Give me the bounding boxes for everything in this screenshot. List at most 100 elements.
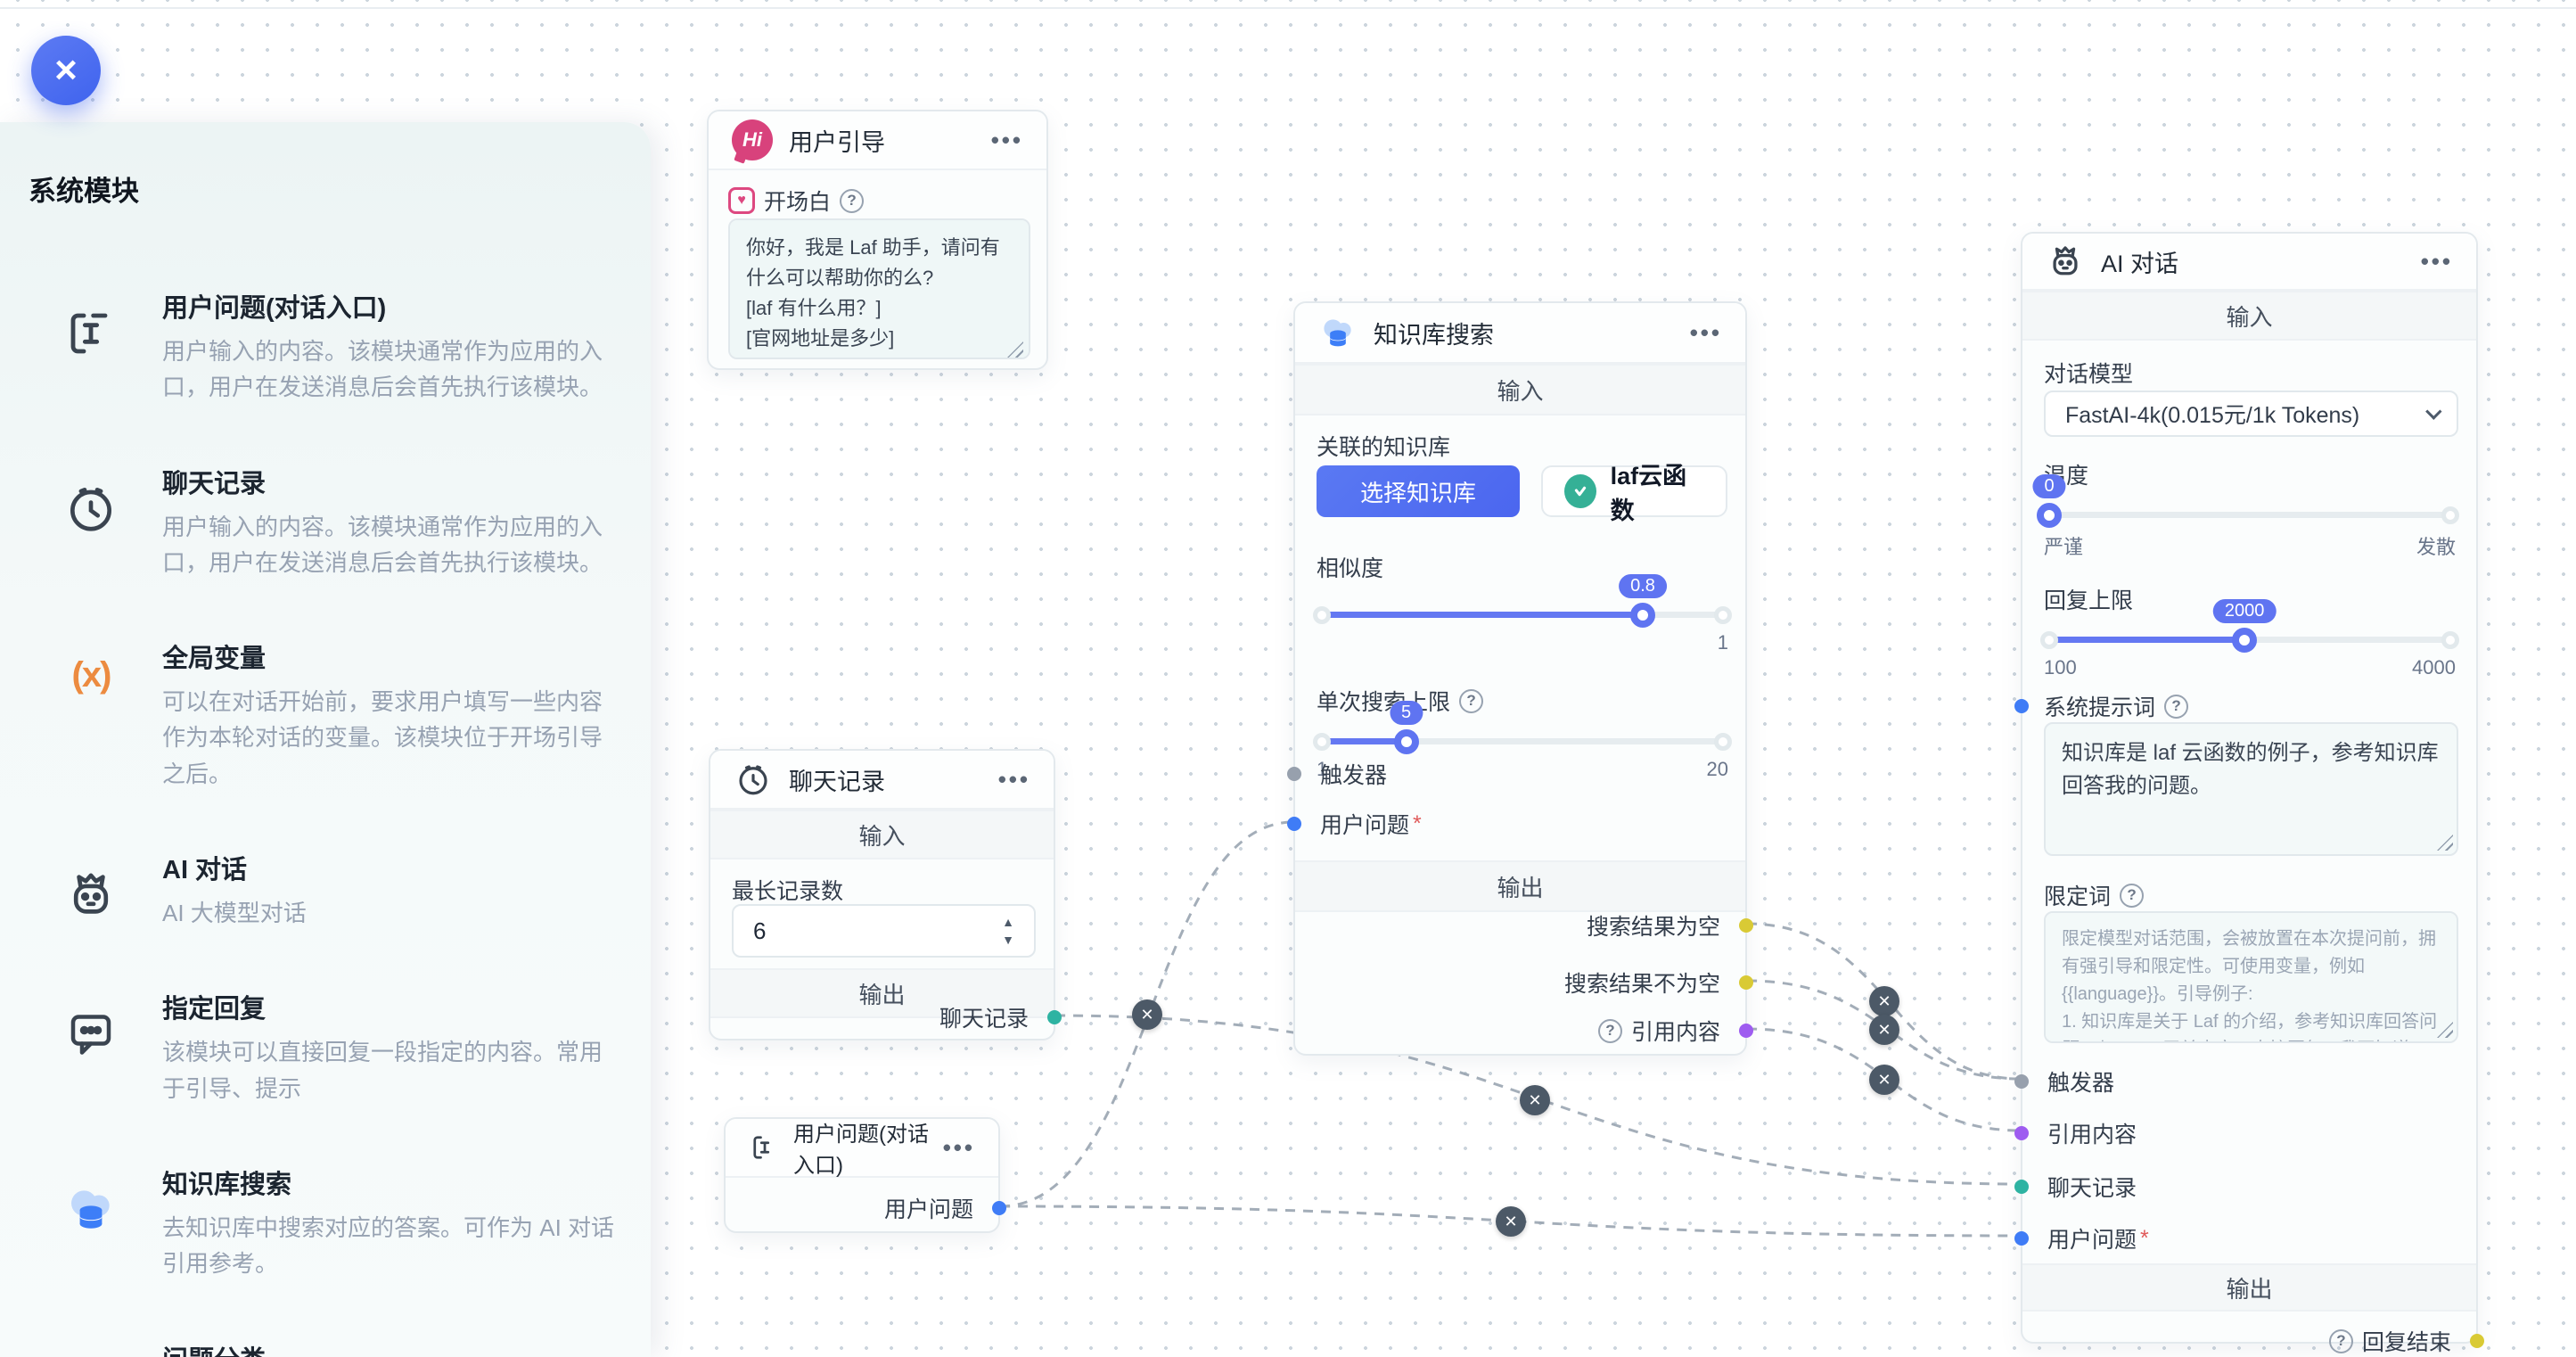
sidebar-item-user-question[interactable]: 用户问题(对话入口) 用户输入的内容。该模块通常作为应用的入口，用户在发送消息后… <box>29 287 615 406</box>
node-user-guide[interactable]: Hi 用户引导 ••• ♥ 开场白 ? 你好，我是 Laf 助手，请问有什么可以… <box>707 110 1048 370</box>
output-section-band: 输出 <box>2022 1263 2476 1312</box>
search-limit-max-label: 20 <box>1706 758 1728 780</box>
kb-chip-label: laf云函数 <box>1610 463 1687 524</box>
edge-delete-button[interactable]: ✕ <box>1869 1065 1899 1095</box>
node-menu-button[interactable]: ••• <box>997 765 1030 793</box>
hi-icon: Hi <box>732 119 773 160</box>
sidebar-item-kb-search[interactable]: 知识库搜索 去知识库中搜索对应的答案。可作为 AI 对话引用参考。 <box>29 1164 615 1282</box>
close-button[interactable]: × <box>31 36 101 105</box>
module-title: 问题分类 <box>162 1339 615 1357</box>
node-menu-button[interactable]: ••• <box>990 126 1023 153</box>
step-down-icon: ▼ <box>1002 933 1014 947</box>
help-icon[interactable]: ? <box>2328 1328 2353 1353</box>
edge-history-to-ai <box>1054 1014 2022 1186</box>
canvas-top-border <box>0 7 2576 9</box>
edge-delete-button[interactable]: ✕ <box>1869 1015 1899 1045</box>
clock-icon <box>53 463 128 581</box>
search-limit-slider-thumb[interactable] <box>1393 728 1419 754</box>
edge-delete-button[interactable]: ✕ <box>1869 986 1899 1016</box>
help-icon[interactable]: ? <box>2164 694 2189 719</box>
search-limit-label: 单次搜索上限 <box>1317 690 1451 715</box>
sidebar-item-chat-history[interactable]: 聊天记录 用户输入的内容。该模块通常作为应用的入口，用户在发送消息后会首先执行该… <box>29 463 615 581</box>
temperature-slider-thumb[interactable] <box>2037 502 2062 528</box>
sidebar-item-question-classify[interactable]: 问题分类 可以判断用户问题属于哪方面问题，从而执行不同的操作。 <box>29 1339 615 1357</box>
module-title: AI 对话 <box>162 856 248 885</box>
module-desc: 可以在对话开始前，要求用户填写一些内容作为本轮对话的变量。该模块位于开场引导之后… <box>162 688 603 787</box>
chevron-down-icon <box>2425 402 2442 420</box>
model-label: 对话模型 <box>2044 362 2134 387</box>
port-result-not-empty-out[interactable] <box>1739 975 1753 990</box>
module-title: 用户问题(对话入口) <box>162 294 387 323</box>
system-prompt-textarea[interactable]: 知识库是 laf 云函数的例子，参考知识库回答我的问题。 <box>2044 722 2458 856</box>
laf-logo-icon <box>1564 474 1596 508</box>
port-trigger-in[interactable] <box>1287 767 1301 781</box>
edge-delete-button[interactable]: ✕ <box>1132 999 1162 1030</box>
similarity-slider[interactable]: 0.8 <box>1313 574 1732 628</box>
help-icon[interactable]: ? <box>1459 688 1484 713</box>
model-select[interactable]: FastAI-4k(0.015元/1k Tokens) <box>2044 391 2458 437</box>
help-icon[interactable]: ? <box>1597 1018 1622 1043</box>
sidebar-item-ai-chat[interactable]: AI 对话 AI 大模型对话 <box>29 849 615 931</box>
help-icon[interactable]: ? <box>2120 883 2145 908</box>
temperature-slider[interactable]: 0 <box>2032 474 2459 528</box>
node-ai-chat[interactable]: AI 对话 ••• 输入 对话模型 FastAI-4k(0.015元/1k To… <box>2014 232 2484 1355</box>
output-user-question-label: 用户问题 <box>883 1197 973 1222</box>
number-stepper[interactable]: ▲ ▼ <box>1002 916 1014 946</box>
port-user-question-out[interactable] <box>992 1201 1006 1215</box>
port-result-empty-out[interactable] <box>1739 918 1753 933</box>
module-desc: 该模块可以直接回复一段指定的内容。常用于引导、提示 <box>162 1039 603 1102</box>
max-tokens-label: 回复上限 <box>2044 588 2134 613</box>
max-tokens-value-bubble: 2000 <box>2212 599 2277 623</box>
limit-words-textarea[interactable] <box>2044 911 2458 1043</box>
max-records-input[interactable]: 6 ▲ ▼ <box>732 904 1036 958</box>
node-kb-search[interactable]: 知识库搜索 ••• 输入 关联的知识库 选择知识库 laf云函数 相似度 0.8… <box>1287 301 1753 1056</box>
port-system-prompt-in[interactable] <box>2014 699 2029 713</box>
sidebar-item-fixed-reply[interactable]: 指定回复 该模块可以直接回复一段指定的内容。常用于引导、提示 <box>29 988 615 1106</box>
node-menu-button[interactable]: ••• <box>942 1133 975 1161</box>
edge-question-to-ai <box>999 1205 2022 1238</box>
model-value: FastAI-4k(0.015元/1k Tokens) <box>2065 403 2360 428</box>
port-answer-end-out[interactable] <box>2470 1334 2484 1348</box>
required-mark: * <box>1413 810 1422 836</box>
port-question-in[interactable] <box>1287 817 1301 831</box>
node-title: 聊天记录 <box>789 768 885 795</box>
quote-label: 引用内容 <box>2047 1123 2137 1147</box>
port-history-in[interactable] <box>2014 1180 2029 1194</box>
max-tokens-slider-thumb[interactable] <box>2232 627 2258 653</box>
similarity-slider-thumb[interactable] <box>1630 602 1655 628</box>
output-section-band: 输出 <box>1295 860 1745 912</box>
edge-delete-button[interactable]: ✕ <box>1496 1206 1526 1237</box>
welcome-textarea[interactable]: 你好，我是 Laf 助手，请问有什么可以帮助你的么? [laf 有什么用？] [… <box>728 218 1030 359</box>
module-title: 全局变量 <box>162 645 267 674</box>
port-quote-in[interactable] <box>2014 1126 2029 1140</box>
sidebar-item-global-variable[interactable]: (x) 全局变量 可以在对话开始前，要求用户填写一些内容作为本轮对话的变量。该模… <box>29 637 615 792</box>
similarity-label: 相似度 <box>1317 556 1384 581</box>
help-icon[interactable]: ? <box>840 188 865 213</box>
max-tokens-slider[interactable]: 2000 <box>2040 599 2459 653</box>
node-title: 用户引导 <box>789 128 885 156</box>
module-desc: AI 大模型对话 <box>162 900 307 927</box>
select-kb-button[interactable]: 选择知识库 <box>1317 465 1520 517</box>
node-user-question[interactable]: 用户问题(对话入口) ••• 用户问题 <box>724 1117 1006 1233</box>
required-mark: * <box>2140 1225 2149 1251</box>
text-cursor-icon <box>53 287 128 406</box>
port-chat-history-out[interactable] <box>1047 1010 1062 1024</box>
output-not-empty-label: 搜索结果不为空 <box>1563 972 1720 997</box>
node-chat-history[interactable]: 聊天记录 ••• 输入 最长记录数 6 ▲ ▼ 输出 聊天记录 <box>709 749 1062 1040</box>
node-menu-button[interactable]: ••• <box>1689 318 1722 346</box>
node-menu-button[interactable]: ••• <box>2420 247 2453 275</box>
question-label: 用户问题 <box>2047 1228 2137 1253</box>
node-title: 用户问题(对话入口) <box>793 1123 929 1178</box>
temperature-max-label: 发散 <box>2416 536 2456 558</box>
edge-delete-button[interactable]: ✕ <box>1520 1085 1550 1115</box>
sidebar-title: 系统模块 <box>29 176 139 207</box>
port-trigger-in[interactable] <box>2014 1074 2029 1089</box>
port-question-in[interactable] <box>2014 1231 2029 1246</box>
question-label: 用户问题 <box>1320 813 1410 838</box>
kb-chip-laf[interactable]: laf云函数 <box>1541 463 1727 524</box>
search-limit-slider[interactable]: 5 <box>1313 701 1732 754</box>
trigger-label: 触发器 <box>1320 763 1388 788</box>
port-quote-out[interactable] <box>1739 1024 1753 1038</box>
robot-icon <box>2046 242 2085 281</box>
